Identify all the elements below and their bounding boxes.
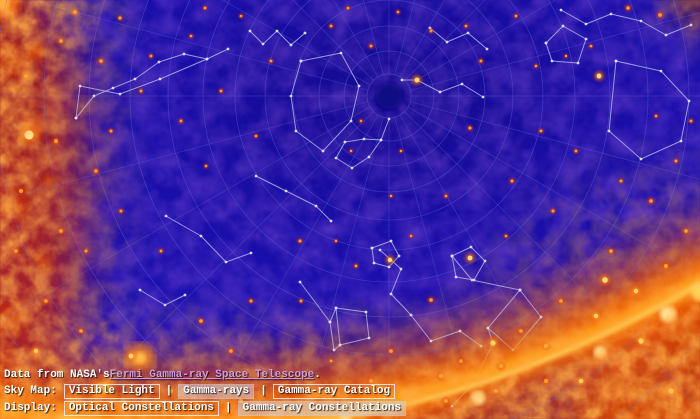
separator: | bbox=[260, 385, 267, 397]
credit-line: Data from NASA's Fermi Gamma-ray Space T… bbox=[4, 369, 406, 382]
display-option-gamma-ray-constellations[interactable]: Gamma-ray Constellations bbox=[237, 401, 407, 416]
sky-map-option-gamma-rays[interactable]: Gamma-rays bbox=[178, 384, 255, 399]
fermi-telescope-link[interactable]: Fermi Gamma-ray Space Telescope bbox=[109, 369, 315, 381]
credit-prefix: Data from NASA's bbox=[4, 369, 110, 381]
separator: | bbox=[165, 385, 173, 397]
sky-map-row: Sky Map: Visible Light | Gamma-rays | Ga… bbox=[4, 384, 406, 399]
display-label: Display: bbox=[4, 402, 57, 414]
separator: | bbox=[225, 402, 232, 414]
display-row: Display: Optical Constellations | Gamma-… bbox=[4, 401, 407, 416]
sky-map-label: Sky Map: bbox=[4, 385, 57, 397]
sky-map-option-gamma-ray-catalog[interactable]: Gamma-ray Catalog bbox=[272, 384, 396, 399]
credit-suffix: . bbox=[314, 369, 321, 381]
sky-map-option-visible-light[interactable]: Visible Light bbox=[63, 384, 160, 399]
display-option-optical-constellations[interactable]: Optical Constellations bbox=[63, 401, 220, 416]
footer-controls: Data from NASA's Fermi Gamma-ray Space T… bbox=[0, 367, 407, 416]
